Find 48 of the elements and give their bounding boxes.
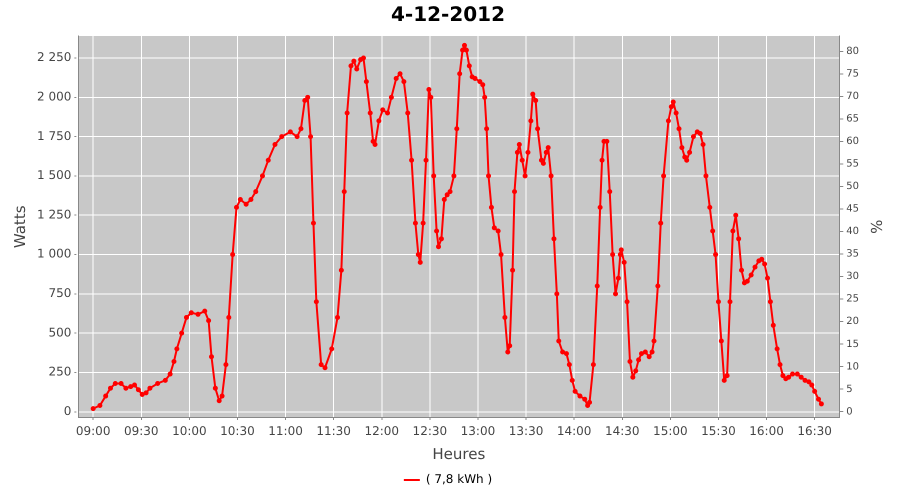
y-tick-label: 250 [48, 364, 72, 379]
y2-tick-label: 0 [846, 406, 853, 418]
x-tick-label: 10:30 [220, 424, 255, 438]
y-tick-label: 2 250 [36, 50, 72, 64]
x-tick-label: 12:30 [412, 424, 448, 438]
y2-tick-label: 15 [846, 338, 860, 350]
chart-title: 4-12-2012 [390, 2, 506, 26]
y2-tick-label: 55 [846, 158, 860, 170]
y-axis-title: Watts [10, 205, 29, 248]
y-tick-label: 2 000 [36, 89, 72, 104]
y-tick-label: 500 [48, 325, 72, 340]
x-tick-label: 10:00 [172, 424, 207, 438]
y2-tick-label: 80 [846, 46, 860, 57]
y2-tick-label: 40 [846, 226, 860, 238]
y2-axis-title: % [867, 220, 886, 234]
x-tick-label: 16:00 [749, 424, 784, 438]
y2-tick-label: 45 [846, 204, 860, 215]
y-tick-label: 1 500 [36, 168, 72, 182]
x-tick-label: 11:00 [268, 424, 303, 438]
y2-tick-label: 10 [846, 361, 860, 372]
y-tick-label: 0 [64, 404, 72, 418]
x-tick-label: 11:30 [316, 424, 351, 438]
x-tick-label: 13:30 [508, 424, 544, 438]
x-tick-label: 14:30 [604, 424, 640, 438]
x-tick-label: 12:00 [364, 424, 400, 438]
y2-tick-label: 65 [846, 113, 860, 124]
y2-tick-label: 30 [846, 271, 860, 282]
x-tick-label: 14:00 [556, 424, 592, 438]
x-tick-label: 13:00 [460, 424, 496, 438]
y2-tick-label: 60 [846, 136, 860, 148]
x-tick-label: 15:30 [701, 424, 736, 438]
y2-tick-label: 50 [846, 181, 860, 192]
y-tick-label: 750 [48, 286, 72, 300]
x-tick-label: 09:00 [76, 424, 110, 438]
y-tick-label: 1 000 [36, 246, 72, 261]
y-tick-label: 1 750 [36, 128, 72, 143]
x-axis-title: Heures [432, 444, 486, 463]
y2-tick-label: 70 [846, 90, 860, 102]
x-tick-label: 15:00 [653, 424, 688, 438]
y2-tick-label: 20 [846, 316, 860, 328]
y-tick-label: 1 250 [36, 207, 72, 222]
y2-tick-label: 25 [846, 294, 860, 305]
y2-tick-label: 35 [846, 248, 860, 260]
legend-label: ( 7,8 kWh ) [426, 472, 492, 486]
x-tick-label: 16:30 [797, 424, 832, 438]
x-tick-label: 09:30 [124, 424, 159, 438]
y2-tick-label: 5 [846, 384, 853, 395]
y2-tick-label: 75 [846, 68, 860, 80]
